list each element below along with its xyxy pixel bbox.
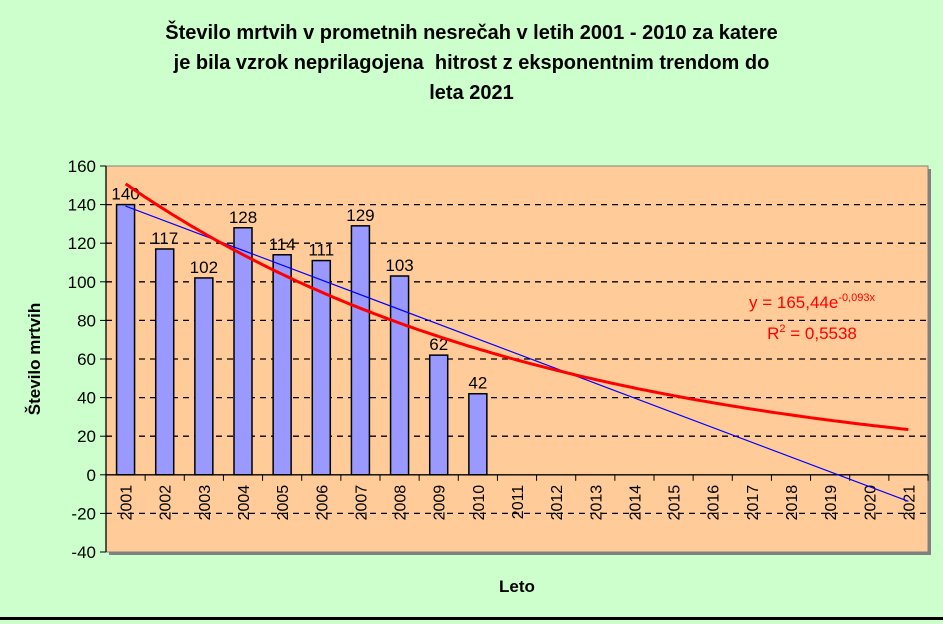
data-label: 114	[269, 235, 296, 254]
bar	[115, 203, 136, 476]
y-tick-label: 100	[68, 273, 96, 292]
linear-trendline	[125, 205, 909, 502]
x-tick-label: 2003	[197, 485, 214, 521]
data-label: 117	[151, 229, 178, 248]
x-tick-label: 2006	[314, 485, 331, 521]
data-label: 103	[385, 256, 413, 275]
y-tick-label: -20	[71, 504, 96, 523]
x-tick-label: 2018	[784, 485, 801, 521]
data-label: 62	[429, 335, 448, 354]
bar	[154, 248, 175, 476]
bar	[272, 254, 292, 476]
title-line-3: leta 2021	[429, 82, 514, 104]
chart-title: Število mrtvih v prometnih nesrečah v le…	[0, 18, 943, 108]
x-tick-label: 2011	[510, 485, 527, 520]
x-tick-label: 2012	[549, 485, 566, 521]
x-tick-label: 2019	[823, 485, 840, 521]
y-tick-label: 160	[68, 157, 96, 176]
data-label: 128	[229, 208, 257, 227]
y-tick-label: -40	[71, 543, 96, 562]
x-axis-label: Leto	[499, 577, 535, 596]
x-tick-label: 2008	[393, 485, 410, 521]
bar	[468, 392, 488, 476]
trend-equation: y = 165,44e-0,093x	[749, 292, 876, 312]
x-tick-label: 2005	[275, 485, 292, 521]
x-tick-label: 2004	[236, 485, 253, 521]
x-tick-label: 2014	[627, 485, 644, 521]
y-tick-label: 80	[77, 311, 96, 330]
y-tick-label: 0	[87, 466, 96, 485]
data-label: 111	[308, 241, 334, 260]
x-tick-label: 2016	[706, 485, 723, 521]
title-line-1: Število mrtvih v prometnih nesrečah v le…	[165, 22, 778, 44]
x-tick-label: 2007	[353, 485, 370, 521]
bar	[389, 275, 410, 476]
trend-r-squared: R2 = 0,5538	[767, 323, 857, 343]
x-tick-label: 2009	[432, 485, 449, 521]
y-axis-label: Število mrtvih	[25, 303, 44, 415]
bar	[194, 277, 214, 476]
x-tick-label: 2015	[667, 485, 684, 521]
title-line-2: je bila vzrok neprilagojena hitrost z ek…	[173, 52, 770, 74]
x-tick-label: 2010	[471, 485, 488, 521]
y-tick-label: 20	[77, 427, 96, 446]
data-label: 140	[111, 185, 139, 204]
x-tick-label: 2001	[119, 485, 136, 521]
x-tick-label: 2017	[745, 485, 762, 521]
y-tick-label: 40	[77, 389, 96, 408]
x-tick-label: 2020	[862, 485, 879, 521]
bar	[233, 227, 253, 476]
y-tick-label: 140	[68, 196, 96, 215]
x-tick-label: 2013	[588, 485, 605, 521]
bar	[350, 225, 371, 476]
y-tick-label: 120	[68, 234, 96, 253]
data-label: 102	[190, 258, 218, 277]
exponential-trendline	[124, 182, 909, 431]
y-tick-label: 60	[77, 350, 96, 369]
x-tick-label: 2021	[901, 485, 918, 521]
bar	[428, 354, 449, 476]
x-tick-label: 2002	[158, 485, 175, 521]
bottom-border	[0, 617, 943, 620]
data-label: 42	[468, 374, 487, 393]
data-label: 129	[346, 206, 374, 225]
